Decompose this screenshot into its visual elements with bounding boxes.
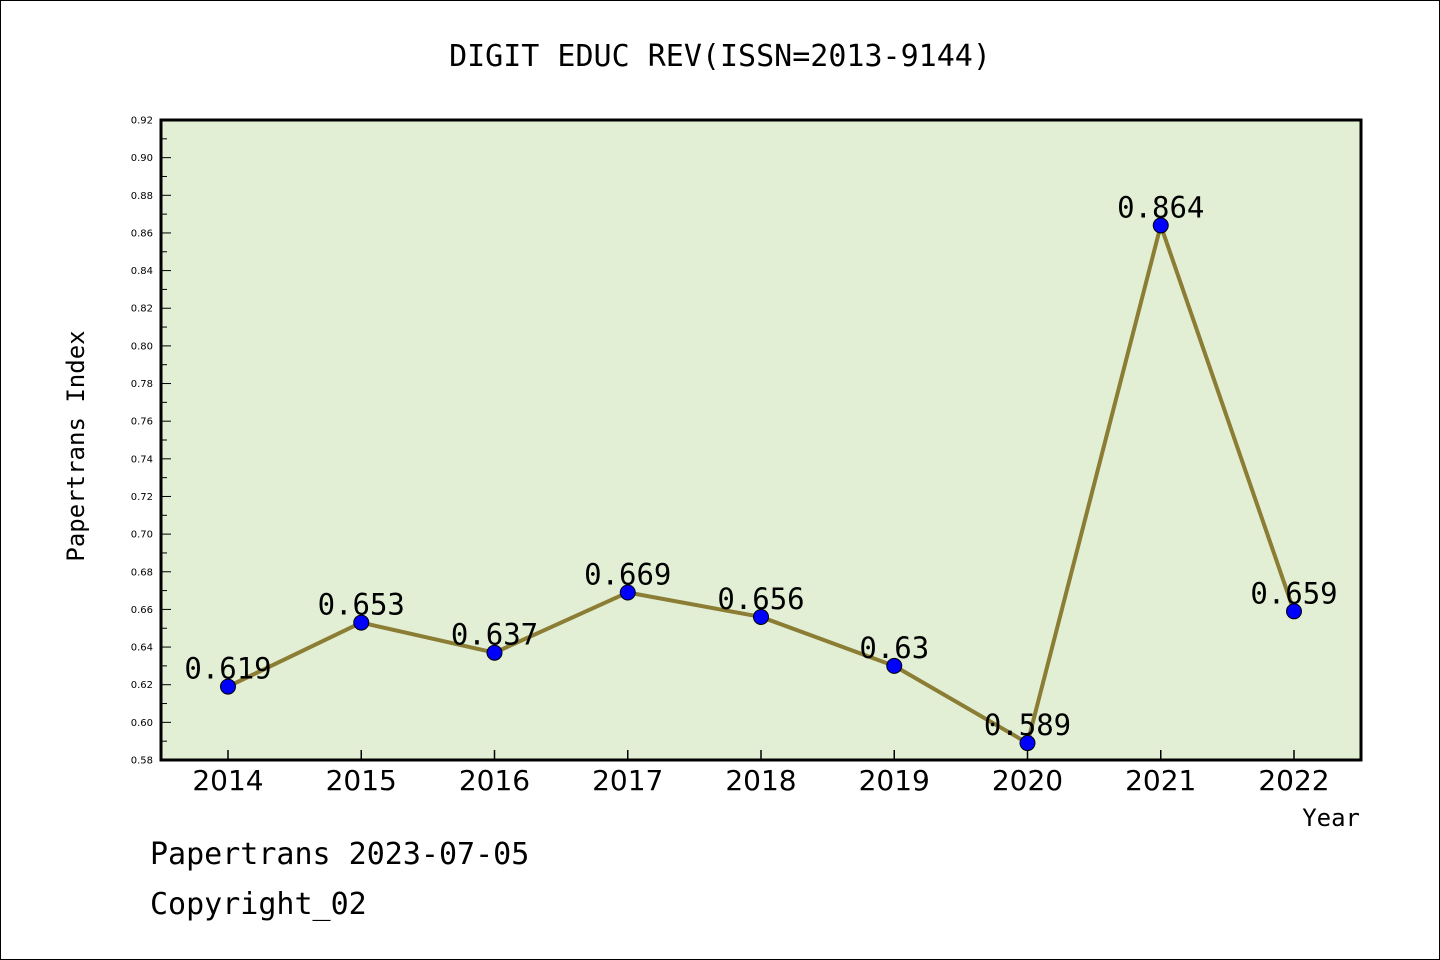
data-point — [353, 614, 370, 631]
data-label: 0.589 — [984, 708, 1071, 742]
data-point — [1286, 603, 1302, 620]
footer-date: Papertrans 2023-07-05 — [150, 837, 529, 872]
y-tick-label: 0.80 — [131, 341, 153, 352]
y-tick-label: 0.88 — [131, 191, 153, 202]
data-markers — [220, 217, 1302, 752]
x-tick-label: 2015 — [326, 764, 397, 797]
data-label: 0.619 — [184, 652, 271, 686]
data-label: 0.653 — [318, 588, 405, 622]
y-tick-label: 0.82 — [131, 304, 153, 315]
x-axis: 2014 2015 2016 2017 2018 2019 2020 2021 2022 — [192, 750, 1330, 797]
data-label: 0.659 — [1250, 576, 1337, 610]
y-tick-label: 0.64 — [131, 643, 153, 654]
y-tick-label: 0.74 — [131, 454, 153, 465]
y-tick-label: 0.92 — [131, 116, 153, 127]
x-tick-label: 2022 — [1258, 764, 1329, 797]
y-tick-label: 0.90 — [131, 153, 153, 164]
data-label: 0.669 — [584, 557, 671, 591]
y-axis: 0.58 0.60 0.62 0.64 0.66 0.68 0.70 0.72 0.74 0.76… — [131, 116, 171, 767]
y-tick-label: 0.78 — [131, 379, 153, 390]
x-tick-label: 2017 — [592, 764, 663, 797]
x-tick-label: 2014 — [192, 764, 263, 797]
chart-title: DIGIT EDUC REV(ISSN=2013-9144) — [449, 39, 991, 74]
data-point — [486, 644, 503, 661]
data-point — [886, 657, 903, 674]
x-tick-label: 2018 — [725, 764, 796, 797]
data-point — [1152, 217, 1169, 234]
data-label: 0.656 — [717, 582, 804, 616]
y-tick-label: 0.68 — [131, 567, 153, 578]
data-point — [619, 584, 636, 601]
y-tick-label: 0.84 — [131, 266, 153, 277]
data-labels: 0.619 0.653 0.637 0.669 0.656 0.63 0.589 0.864 0… — [184, 190, 1337, 742]
y-tick-label: 0.62 — [131, 680, 153, 691]
y-tick-label: 0.70 — [131, 530, 153, 541]
data-point — [753, 608, 769, 625]
x-tick-label: 2020 — [992, 764, 1063, 797]
y-tick-label: 0.58 — [131, 756, 153, 767]
x-tick-label: 2016 — [459, 764, 530, 797]
data-label: 0.63 — [859, 631, 929, 665]
x-tick-label: 2021 — [1125, 764, 1196, 797]
y-tick-label: 0.76 — [131, 417, 153, 428]
y-tick-label: 0.60 — [131, 718, 153, 729]
x-tick-label: 2019 — [859, 764, 930, 797]
y-tick-label: 0.72 — [131, 492, 153, 503]
x-axis-label: Year — [1302, 804, 1360, 832]
data-label: 0.864 — [1117, 190, 1204, 224]
data-point — [1019, 735, 1036, 752]
y-axis-label: Papertrans Index — [62, 330, 90, 561]
data-point — [220, 678, 236, 695]
y-tick-label: 0.86 — [131, 228, 153, 239]
footer-copyright: Copyright_02 — [150, 887, 367, 922]
data-label: 0.637 — [451, 618, 538, 652]
y-tick-label: 0.66 — [131, 605, 153, 616]
